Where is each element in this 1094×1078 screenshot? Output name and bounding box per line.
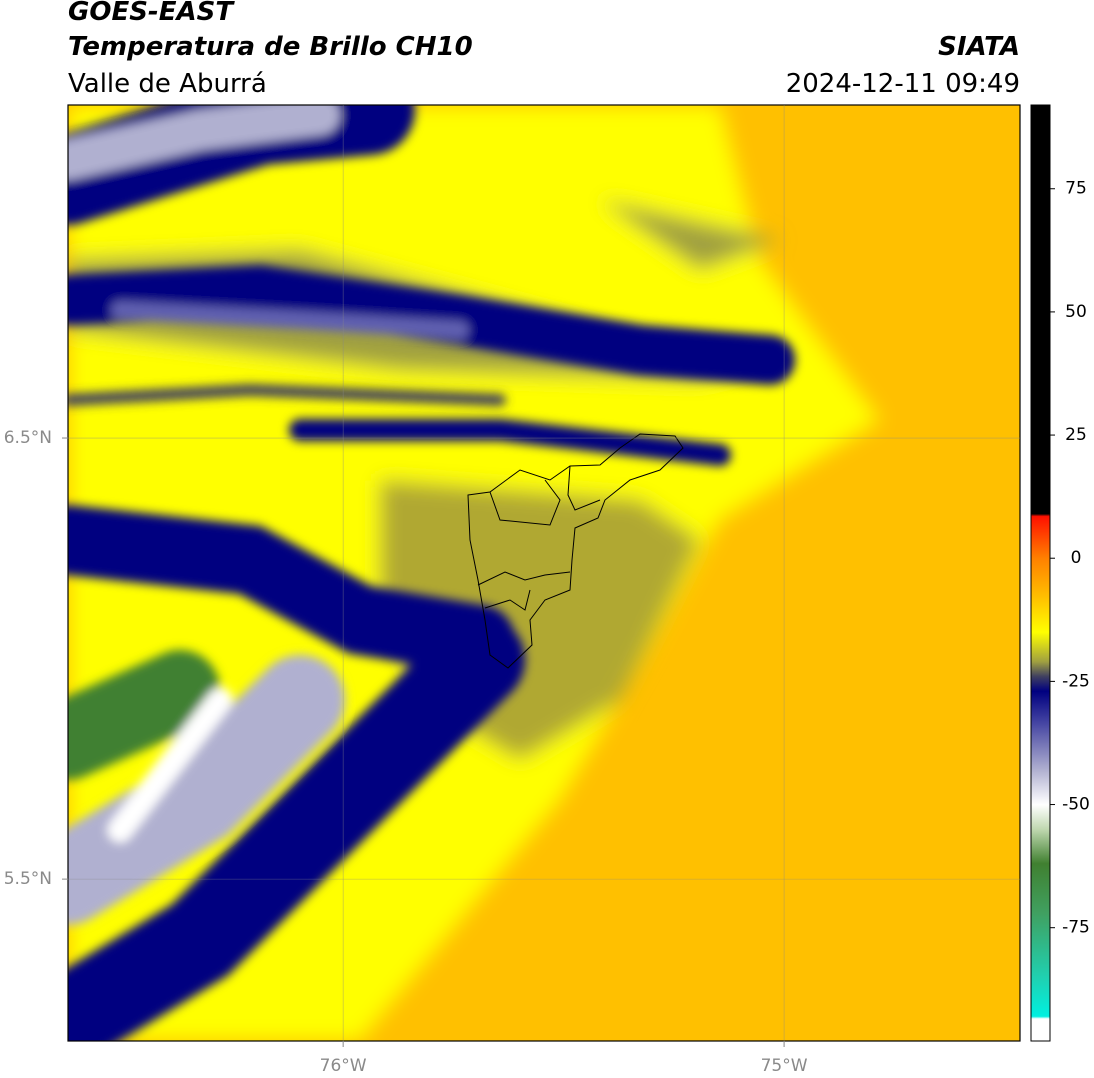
colorbar-tick-label: -25: [1062, 671, 1090, 691]
x-tick-label: 75°W: [761, 1056, 808, 1076]
y-tick-label: 5.5°N: [4, 869, 52, 889]
x-tick-label: 76°W: [320, 1056, 367, 1076]
region: Valle de Aburrá: [68, 69, 267, 99]
municipal-boundaries: [467, 433, 684, 669]
colorbar: [1030, 104, 1051, 1042]
subtitle: Temperatura de Brillo CH10: [68, 32, 473, 62]
colorbar-tick-label: -50: [1062, 795, 1090, 815]
datetime: 2024-12-11 09:49: [786, 69, 1020, 99]
colorbar-tick-label: 0: [1071, 548, 1082, 568]
colorbar-tick-label: 25: [1065, 425, 1087, 445]
map-frame: [67, 104, 1021, 1042]
source: SIATA: [938, 32, 1020, 62]
colorbar-tick-label: 50: [1065, 302, 1087, 322]
y-tick-label: 6.5°N: [4, 428, 52, 448]
title: GOES-EAST: [68, 0, 235, 27]
colorbar-tick-label: 75: [1065, 179, 1087, 199]
colorbar-tick-label: -75: [1062, 918, 1090, 938]
satellite-image: [68, 105, 1020, 1041]
